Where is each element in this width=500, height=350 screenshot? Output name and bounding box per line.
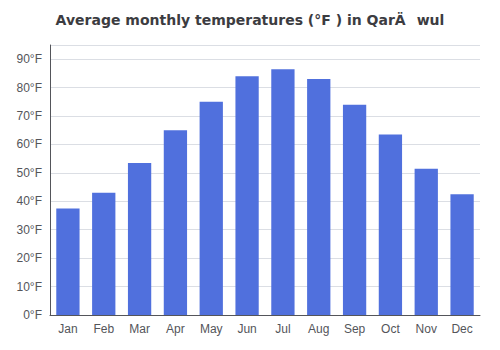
svg-text:90°F: 90°F	[17, 52, 42, 66]
svg-text:Jan: Jan	[58, 322, 77, 336]
svg-text:70°F: 70°F	[17, 109, 42, 123]
svg-text:Aug: Aug	[308, 322, 329, 336]
svg-text:Jul: Jul	[275, 322, 290, 336]
svg-text:Mar: Mar	[129, 322, 150, 336]
svg-text:Nov: Nov	[416, 322, 437, 336]
svg-text:20°F: 20°F	[17, 251, 42, 265]
svg-text:40°F: 40°F	[17, 194, 42, 208]
svg-text:Average monthly temperatures (: Average monthly temperatures (°F ) in Qa…	[56, 12, 445, 28]
svg-text:80°F: 80°F	[17, 81, 42, 95]
svg-text:Feb: Feb	[93, 322, 114, 336]
svg-text:30°F: 30°F	[17, 223, 42, 237]
svg-text:Sep: Sep	[344, 322, 366, 336]
svg-text:Jun: Jun	[237, 322, 256, 336]
svg-text:Oct: Oct	[381, 322, 400, 336]
svg-text:50°F: 50°F	[17, 166, 42, 180]
svg-text:10°F: 10°F	[17, 280, 42, 294]
svg-text:Apr: Apr	[166, 322, 185, 336]
svg-text:Dec: Dec	[451, 322, 472, 336]
svg-text:May: May	[200, 322, 223, 336]
svg-text:0°F: 0°F	[23, 308, 42, 322]
svg-text:60°F: 60°F	[17, 137, 42, 151]
